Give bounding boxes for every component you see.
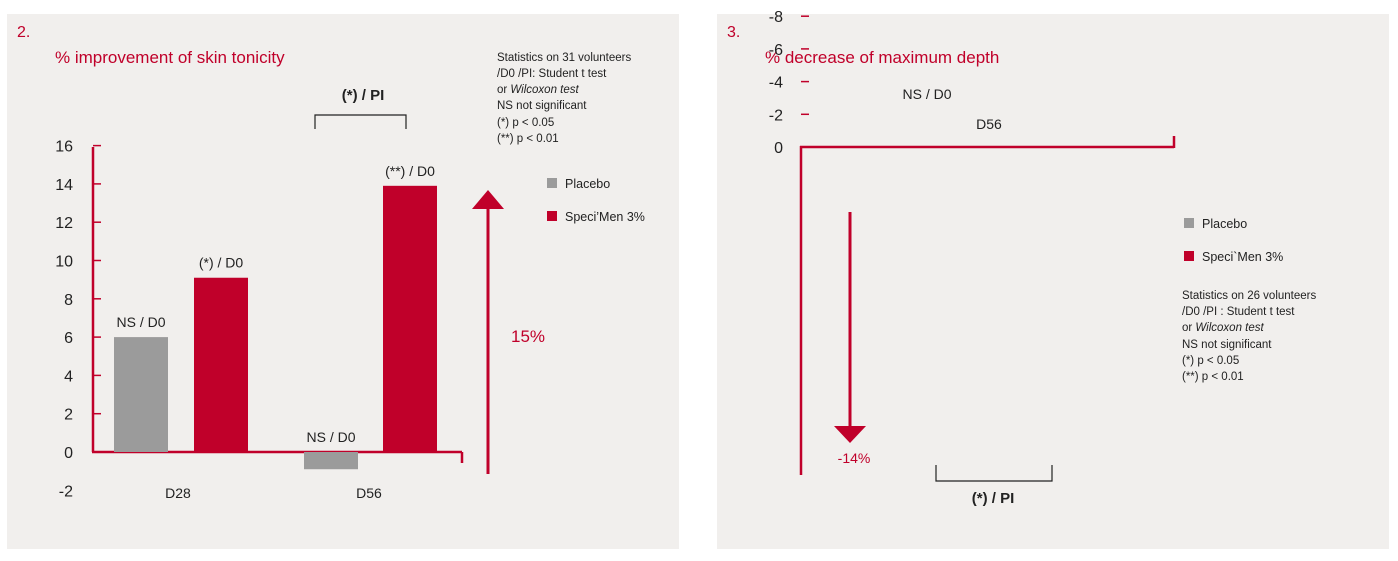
y-tick-label: 14: [55, 177, 73, 194]
y-tick-label: 0: [774, 140, 783, 157]
legend-label-specimen: Speci`Men 3%: [1202, 250, 1283, 264]
y-tick-label: 6: [64, 330, 73, 347]
stats-line: NS not significant: [497, 100, 587, 112]
y-tick-label: 2: [64, 407, 73, 424]
x-category-label: D56: [356, 485, 382, 501]
y-tick-label: -8: [769, 9, 783, 26]
stats-line: /D0 /PI: Student t test: [497, 68, 607, 80]
panel-number: 3.: [727, 24, 740, 41]
chart-title: % decrease of maximum depth: [765, 48, 999, 67]
y-ticks: 16 14 12 10 8 6 4 2 0 -2: [55, 139, 101, 500]
legend-swatch-placebo: [1184, 218, 1194, 228]
y-tick-label: -2: [59, 483, 73, 500]
bar-data-label: (*) / D0: [199, 255, 244, 271]
legend-label-placebo: Placebo: [565, 177, 610, 191]
stats-line: or Wilcoxon test: [497, 84, 580, 96]
comparison-label: (*) / PI: [972, 490, 1015, 507]
bar-data-label: (**) / D0: [385, 163, 435, 179]
stats-line: Statistics on 31 volunteers: [497, 52, 631, 64]
stats-line: (*) p < 0.05: [497, 117, 554, 129]
y-tick-label: -2: [769, 107, 783, 124]
bar-placebo-d56: [304, 452, 358, 470]
bar-data-label: NS / D0: [306, 429, 355, 445]
x-category-label: D56: [976, 116, 1002, 132]
stats-line: (*) p < 0.05: [1182, 355, 1239, 367]
y-tick-label: -4: [769, 75, 783, 92]
comparison-bracket: [314, 114, 407, 129]
comparison-label: (*) / PI: [342, 87, 385, 104]
y-tick-label: 10: [55, 254, 73, 271]
comparison-bracket: [935, 465, 1053, 482]
bars: NS / D0(**) / D0: [902, 86, 951, 102]
stats-line: or Wilcoxon test: [1182, 322, 1265, 334]
chart-panel-maximum-depth: 3. % decrease of maximum depth D56 0 -2 -4…: [717, 9, 1389, 549]
legend-label-specimen: Speci’Men 3%: [565, 210, 645, 224]
chart-title: % improvement of skin tonicity: [55, 48, 285, 67]
x-category-label: D28: [165, 485, 191, 501]
y-ticks: 0-2-4-6-8-10-12-14-16-18-20: [769, 9, 809, 157]
legend-swatch-placebo: [547, 178, 557, 188]
y-tick-label: -6: [769, 42, 783, 59]
bar-specimen-d28: [194, 277, 248, 452]
y-tick-label: 12: [55, 215, 73, 232]
legend-swatch-specimen: [547, 211, 557, 221]
arrow-up-icon: [472, 190, 504, 209]
chart-svg-skin-tonicity: 2. % improvement of skin tonicity Statis…: [17, 24, 645, 501]
bars: NS / D0 (*) / D0 NS / D0 (**) / D0: [114, 163, 437, 470]
bar-placebo-d28: [114, 337, 168, 452]
stats-line: NS not significant: [1182, 339, 1272, 351]
stats-line: /D0 /PI : Student t test: [1182, 306, 1295, 318]
panel-number: 2.: [17, 24, 30, 41]
y-tick-label: 16: [55, 139, 73, 156]
stats-line: Statistics on 26 volunteers: [1182, 290, 1316, 302]
chart-svg-maximum-depth: 3. % decrease of maximum depth D56 0 -2 -4…: [727, 9, 1316, 507]
bar-specimen-d56: [383, 185, 437, 452]
stats-line: (**) p < 0.01: [1182, 371, 1244, 383]
y-tick-label: 8: [64, 292, 73, 309]
bar-data-label: NS / D0: [116, 314, 165, 330]
y-tick-label: 4: [64, 368, 73, 385]
stats-line: (**) p < 0.01: [497, 133, 559, 145]
chart-panel-skin-tonicity: 2. % improvement of skin tonicity Statis…: [7, 14, 679, 549]
legend-label-placebo: Placebo: [1202, 217, 1247, 231]
legend-swatch-specimen: [1184, 251, 1194, 261]
y-tick-label: 0: [64, 445, 73, 462]
arrow-down-icon: [834, 426, 866, 443]
bar-data-label: NS / D0: [902, 86, 951, 102]
improvement-label: 15%: [511, 327, 545, 346]
decrease-label: -14%: [838, 450, 871, 466]
